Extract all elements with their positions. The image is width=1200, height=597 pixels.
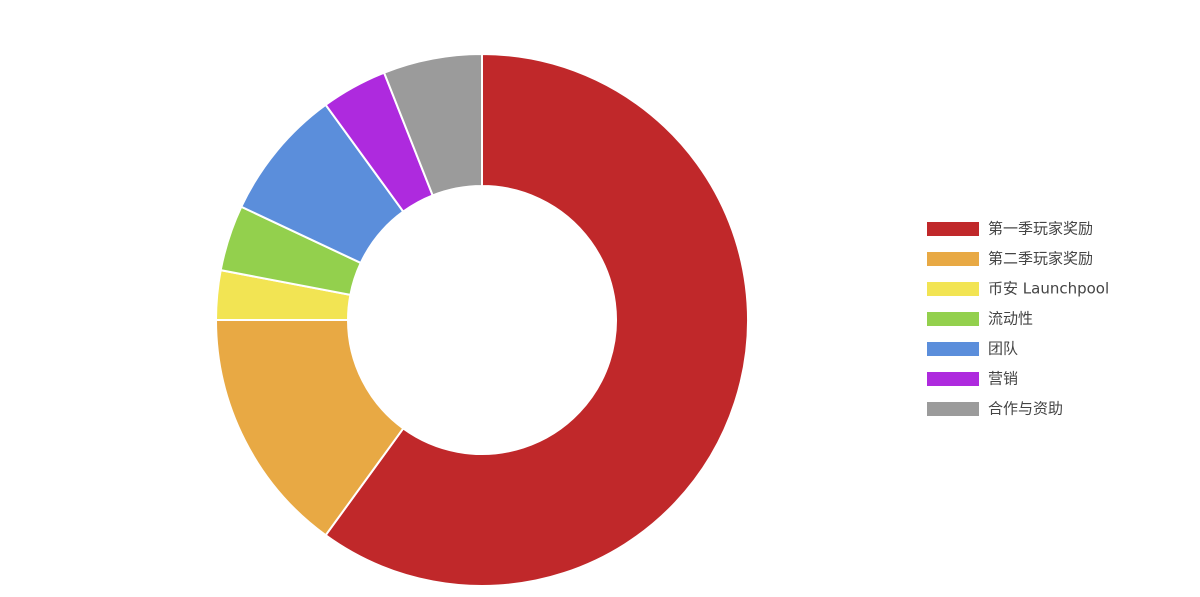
pie-slice <box>382 52 483 197</box>
legend-label: 币安 Launchpool <box>988 280 1109 298</box>
legend-label: 合作与资助 <box>988 400 1063 418</box>
legend-swatch <box>927 342 979 356</box>
legend-swatch <box>927 252 979 266</box>
legend-swatch <box>927 222 979 236</box>
pie-slice <box>324 52 749 587</box>
pie-slice <box>214 319 405 537</box>
legend-label: 第一季玩家奖励 <box>988 220 1093 238</box>
legend-label: 营销 <box>988 370 1018 388</box>
legend-swatch <box>927 312 979 326</box>
legend-swatch <box>927 282 979 296</box>
legend-label: 流动性 <box>988 310 1033 328</box>
legend-swatch <box>927 372 979 386</box>
legend-label: 团队 <box>988 340 1018 358</box>
legend-swatch <box>927 402 979 416</box>
legend-label: 第二季玩家奖励 <box>988 250 1093 268</box>
